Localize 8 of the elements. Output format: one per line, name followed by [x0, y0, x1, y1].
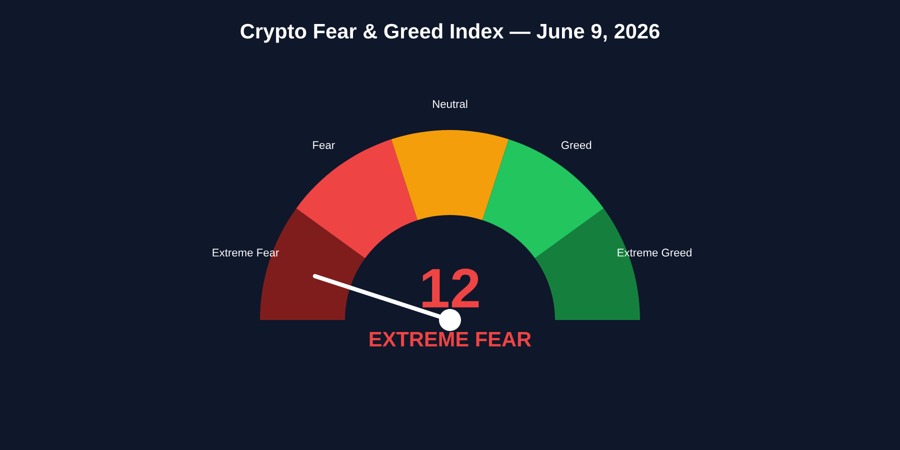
slice-label: Neutral — [433, 100, 468, 108]
text: EXTREME FEAR — [370, 332, 532, 346]
chart-title: Crypto Fear & Greed Index — June 9, 2026 — [240, 23, 660, 43]
slice-label: Extreme Fear — [212, 248, 279, 257]
slice-label: Extreme Greed — [618, 248, 692, 257]
text: 12 — [422, 268, 479, 308]
slice-label: Fear — [313, 141, 335, 150]
slice-label: Greed — [561, 140, 592, 150]
